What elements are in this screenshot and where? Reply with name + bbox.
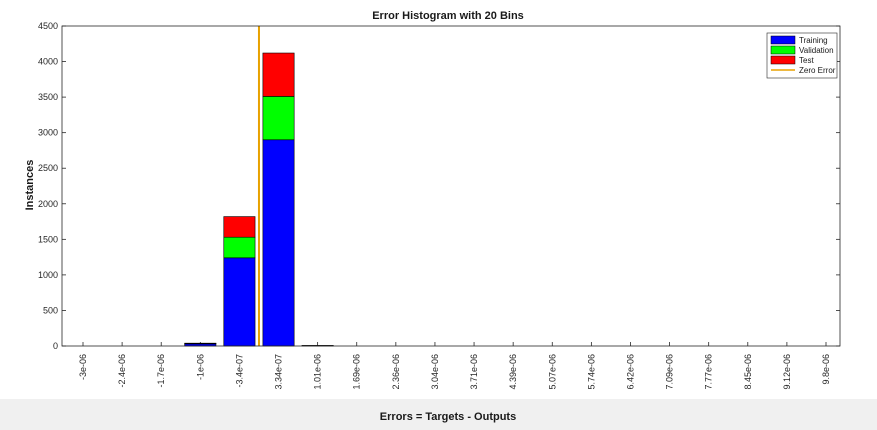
y-tick-label: 1500 <box>38 234 58 244</box>
y-tick-label: 3000 <box>38 128 58 138</box>
x-tick-label: 9.12e-06 <box>782 354 792 390</box>
x-axis-label: Errors = Targets - Outputs <box>380 411 516 423</box>
legend: Training Validation Test Zero Error <box>766 32 838 79</box>
y-tick-label: 3500 <box>38 92 58 102</box>
plot-background <box>0 0 877 399</box>
legend-label-zero-error: Zero Error <box>799 66 836 75</box>
legend-swatch-test <box>770 55 796 65</box>
bar-validation <box>262 96 295 141</box>
x-tick-label: 3.71e-06 <box>469 354 479 390</box>
y-tick-label: 2500 <box>38 163 58 173</box>
x-tick-label: 2.36e-06 <box>391 354 401 390</box>
x-tick-label: 1.69e-06 <box>352 354 362 390</box>
x-tick-label: -3.4e-07 <box>234 354 244 388</box>
legend-swatch-validation <box>770 45 796 55</box>
legend-label-validation: Validation <box>799 46 834 55</box>
x-tick-label: 1.01e-06 <box>313 354 323 390</box>
bar-training <box>223 257 256 347</box>
chart-title: Error Histogram with 20 Bins <box>372 10 524 22</box>
x-tick-label: -1e-06 <box>195 354 205 380</box>
bar-validation <box>223 236 256 259</box>
x-tick-label: 7.77e-06 <box>704 354 714 390</box>
bar-test <box>223 216 256 238</box>
x-tick-label: 3.04e-06 <box>430 354 440 390</box>
bar-training <box>262 139 295 347</box>
axes-box <box>61 25 841 347</box>
x-axis-ticks: -3e-06 -2.4e-06 -1.7e-06 -1e-06 -3.4e-07 3.34… <box>78 342 831 390</box>
x-tick-label: 5.07e-06 <box>547 354 557 390</box>
y-tick-label: 4000 <box>38 57 58 67</box>
legend-swatch-training <box>770 35 796 45</box>
y-tick-label: 500 <box>43 305 58 315</box>
y-axis-label: Instances <box>24 160 36 211</box>
x-tick-label: 5.74e-06 <box>586 354 596 390</box>
y-tick-label: 1000 <box>38 270 58 280</box>
x-tick-label: 6.42e-06 <box>625 354 635 390</box>
histogram-bars <box>184 52 334 347</box>
legend-label-training: Training <box>799 36 828 45</box>
x-tick-label: 3.34e-07 <box>274 354 284 390</box>
bar-test <box>262 52 295 97</box>
y-tick-label: 2000 <box>38 199 58 209</box>
x-tick-label: -1.7e-06 <box>156 354 166 388</box>
x-tick-label: -3e-06 <box>78 354 88 380</box>
x-tick-label: 4.39e-06 <box>508 354 518 390</box>
x-tick-label: 7.09e-06 <box>665 354 675 390</box>
x-tick-label: 9.8e-06 <box>821 354 831 385</box>
y-tick-label: 0 <box>53 341 58 351</box>
legend-label-test: Test <box>799 56 814 65</box>
x-tick-label: 8.45e-06 <box>743 354 753 390</box>
y-tick-label: 4500 <box>38 21 58 31</box>
x-tick-label: -2.4e-06 <box>117 354 127 388</box>
